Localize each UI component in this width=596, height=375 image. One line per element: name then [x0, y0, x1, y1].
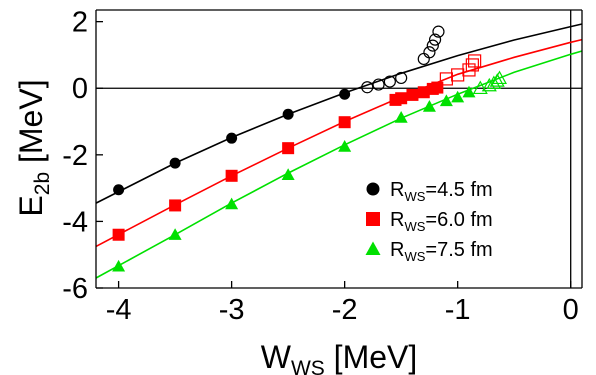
legend-label-main: R — [390, 239, 404, 261]
open-point-series-1-3 — [383, 75, 396, 88]
data-point-series-2-5 — [338, 116, 351, 129]
data-point-series-2-9 — [417, 86, 430, 99]
data-point-series-3-9 — [451, 90, 465, 103]
legend-label-series-3: RWS=7.5 fm — [390, 239, 493, 264]
plot-area — [95, 10, 583, 288]
data-point-series-2-2 — [169, 199, 182, 212]
data-point-series-3-1 — [112, 259, 126, 272]
data-point-series-3-2 — [168, 228, 182, 240]
legend-label-main: R — [390, 209, 404, 231]
data-point-series-1-5 — [339, 88, 351, 100]
data-point-series-1-2 — [169, 157, 181, 169]
open-point-series-3-5 — [491, 70, 508, 85]
legend-label-rest: =7.5 fm — [425, 239, 492, 261]
open-point-series-1-8 — [428, 33, 442, 46]
fit-curve-series-2 — [95, 38, 583, 248]
axes: -4 -3 -2 -1 0 2 0 -2 -4 -6 — [62, 7, 583, 326]
legend-label-sub: WS — [404, 189, 425, 204]
open-point-series-3-2 — [481, 77, 497, 92]
series-marks — [112, 25, 508, 272]
legend-marker-series-3 — [365, 241, 381, 255]
x-tick-label: -1 — [445, 294, 471, 326]
x-axis-title: WWS [MeV] — [261, 339, 418, 375]
data-point-series-1-1 — [113, 184, 125, 196]
y-tick-label: 2 — [72, 7, 88, 39]
open-point-series-1-9 — [432, 25, 445, 38]
open-point-series-1-1 — [361, 81, 374, 94]
data-point-series-2-1 — [112, 228, 125, 241]
fit-curve-series-3 — [95, 50, 583, 279]
open-point-series-3-1 — [472, 80, 488, 95]
open-point-series-2-2 — [451, 68, 465, 82]
y-axis-title: E2b [MeV] — [13, 79, 54, 216]
y-tick-label: -6 — [62, 273, 88, 305]
data-point-series-2-8 — [406, 88, 419, 101]
legend-label-sub: WS — [404, 249, 425, 264]
y-tick-label: 0 — [72, 73, 88, 105]
legend-label-series-2: RWS=6.0 fm — [390, 209, 493, 234]
legend-marker-series-1 — [366, 182, 380, 196]
open-point-series-1-5 — [417, 52, 430, 66]
legend-label-rest: =6.0 fm — [425, 209, 492, 231]
x-axis-title-sub: WS — [291, 357, 325, 375]
open-point-series-2-5 — [468, 54, 482, 68]
y-axis-title-unit: [MeV] — [13, 79, 49, 171]
fit-curve-series-1 — [95, 23, 583, 204]
open-point-series-1-4 — [395, 71, 408, 85]
open-point-series-1-6 — [423, 46, 436, 59]
open-point-series-1-2 — [372, 78, 385, 91]
data-point-series-2-4 — [282, 142, 295, 155]
x-tick-label: -2 — [332, 294, 358, 326]
legend-marker-series-2 — [366, 212, 380, 226]
data-point-series-3-8 — [439, 94, 453, 107]
open-point-series-3-4 — [489, 73, 505, 87]
data-point-series-1-3 — [226, 132, 238, 144]
x-tick-label: 0 — [563, 294, 579, 326]
y-axis-title-main: E — [13, 195, 49, 216]
open-point-series-2-4 — [465, 58, 479, 72]
x-axis-title-main: W — [261, 339, 292, 375]
data-point-series-2-11 — [431, 81, 444, 94]
y-tick-label: -2 — [62, 140, 88, 172]
open-point-series-1-7 — [426, 39, 439, 52]
legend-label-sub: WS — [404, 219, 425, 234]
data-point-series-3-7 — [422, 100, 436, 112]
data-point-series-2-7 — [395, 92, 408, 105]
x-tick-label: -4 — [106, 294, 132, 326]
data-point-series-1-4 — [282, 108, 294, 120]
data-point-series-2-3 — [225, 169, 238, 182]
data-point-series-3-3 — [225, 197, 239, 210]
legend-label-series-1: RWS=4.5 fm — [390, 179, 493, 204]
data-point-series-3-10 — [462, 85, 476, 98]
y-tick-label: -4 — [62, 206, 88, 238]
legend-label-rest: =4.5 fm — [425, 179, 492, 201]
open-point-series-2-1 — [439, 72, 453, 86]
data-point-series-3-6 — [394, 111, 408, 123]
y-axis-title-sub: 2b — [31, 172, 54, 195]
x-axis-title-unit: [MeV] — [325, 339, 417, 375]
data-point-series-3-5 — [338, 140, 352, 152]
legend-label-main: R — [390, 179, 404, 201]
x-tick-label: -3 — [219, 294, 245, 326]
data-point-series-3-4 — [281, 168, 295, 181]
open-point-series-3-3 — [486, 75, 502, 90]
